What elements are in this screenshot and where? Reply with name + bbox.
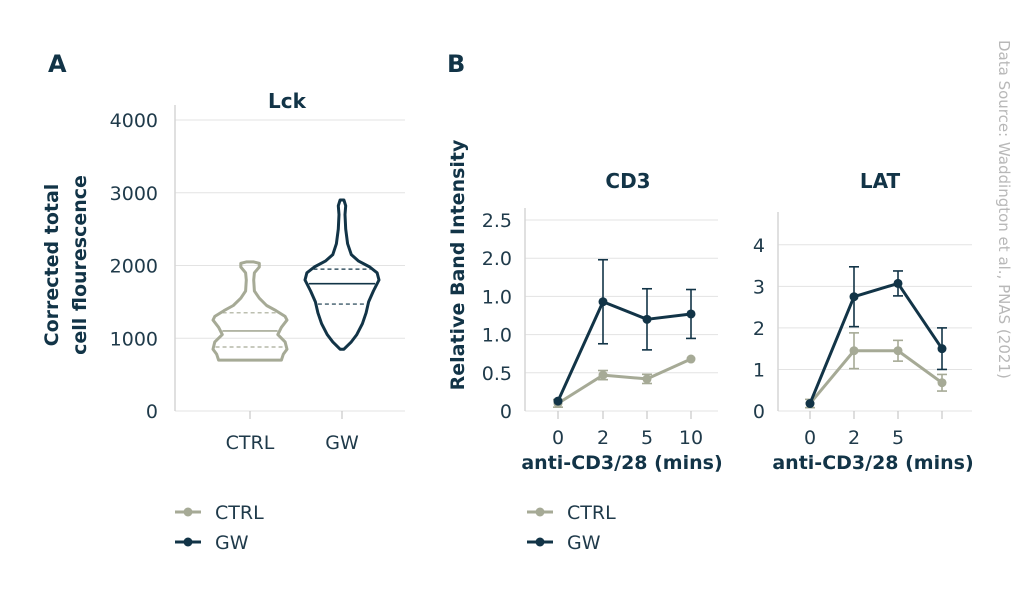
x-tick-label: GW [325, 432, 359, 454]
y-tick-label: 3000 [110, 183, 158, 205]
violin-ctrl [211, 260, 289, 362]
grid-a [174, 105, 405, 412]
y-axis-label-line-2: cell flourescence [69, 175, 91, 355]
data-point-ctrl [937, 378, 947, 388]
legend-marker-ctrl [535, 507, 545, 517]
y-tick-label: 0 [500, 401, 512, 423]
y-tick-label: 1.0 [482, 286, 512, 308]
data-point-gw [937, 344, 947, 354]
y-tick-label: 3 [753, 276, 765, 298]
x-axis-label-lat: anti-CD3/28 (mins) [772, 452, 973, 474]
data-point-gw [805, 399, 815, 409]
x-tick-label: 0 [552, 427, 564, 449]
y-tick-label: 0.5 [482, 363, 512, 385]
legend-marker-gw [535, 537, 545, 547]
legend-marker-ctrl [183, 507, 193, 517]
data-point-gw [598, 297, 608, 307]
chart-title-lat: LAT [860, 169, 901, 193]
line-chart-lat: LAT anti-CD3/28 (mins) 0 1 2 3 4 0 2 5 [753, 169, 974, 474]
plot-cd3: 0 0.5 1.0 1.0 2.0 2.5 0 2 5 10 [482, 208, 718, 449]
line-chart-cd3: CD3 Relative Band Intensity anti-CD3/28 … [447, 139, 723, 474]
series-line-gw [808, 281, 944, 405]
legend-label-gw: GW [215, 532, 249, 554]
legend-label-ctrl: CTRL [215, 502, 264, 524]
data-point-gw [686, 309, 696, 319]
x-tick-label: 5 [892, 427, 904, 449]
y-tick-label: 2000 [110, 256, 158, 278]
chart-title-cd3: CD3 [605, 169, 650, 193]
y-tick-label: 1.0 [482, 325, 512, 347]
x-tick-label: 10 [679, 427, 703, 449]
chart-title-lck: Lck [268, 89, 307, 113]
y-tick-label: 0 [146, 401, 158, 423]
y-tick-label: 1 [753, 359, 765, 381]
violin-gw [303, 198, 381, 351]
legend-label-gw: GW [567, 532, 601, 554]
y-axis-label-relative-band: Relative Band Intensity [447, 139, 469, 390]
x-tick-label: CTRL [226, 432, 275, 454]
legend-marker-gw [183, 537, 193, 547]
y-tick-label: 2.5 [482, 210, 512, 232]
x-tick-label: 0 [804, 427, 816, 449]
y-axis-label-line-1: Corrected total [41, 184, 63, 347]
data-point-ctrl [686, 354, 696, 364]
y-tick-label: 2.0 [482, 248, 512, 270]
plot-lat: 0 1 2 3 4 0 2 5 [753, 212, 972, 449]
legend-a: CTRL GW [175, 502, 264, 554]
data-point-ctrl [893, 346, 903, 356]
panel-letter-b: B [447, 50, 465, 78]
series-line-gw [556, 300, 692, 402]
source-note: Data Source: Waddington et al., PNAS (20… [995, 40, 1013, 379]
y-tick-label: 2 [753, 318, 765, 340]
y-tick-label: 4 [753, 235, 765, 257]
data-point-ctrl [642, 374, 652, 384]
data-point-gw [642, 314, 652, 324]
violin-chart-lck: Lck Corrected total cell flourescence 0 1… [41, 89, 405, 454]
data-point-ctrl [598, 370, 608, 380]
legend-label-ctrl: CTRL [567, 502, 616, 524]
data-point-gw [553, 396, 563, 406]
y-tick-label: 1000 [110, 328, 158, 350]
x-tick-label: 5 [641, 427, 653, 449]
x-tick-label: 2 [597, 427, 609, 449]
violins [211, 198, 381, 362]
tick-labels-a: 0 1000 2000 3000 4000 CTRL GW [110, 110, 359, 454]
x-tick-label: 2 [848, 427, 860, 449]
data-point-gw [849, 292, 859, 302]
panel-letter-a: A [48, 50, 67, 78]
series-line-ctrl [557, 357, 692, 405]
series-line-ctrl [808, 349, 943, 405]
y-tick-label: 0 [753, 401, 765, 423]
data-point-gw [893, 278, 903, 288]
legend-b: CTRL GW [527, 502, 616, 554]
y-tick-label: 4000 [110, 110, 158, 132]
data-point-ctrl [849, 346, 859, 356]
x-axis-label-cd3: anti-CD3/28 (mins) [521, 452, 722, 474]
